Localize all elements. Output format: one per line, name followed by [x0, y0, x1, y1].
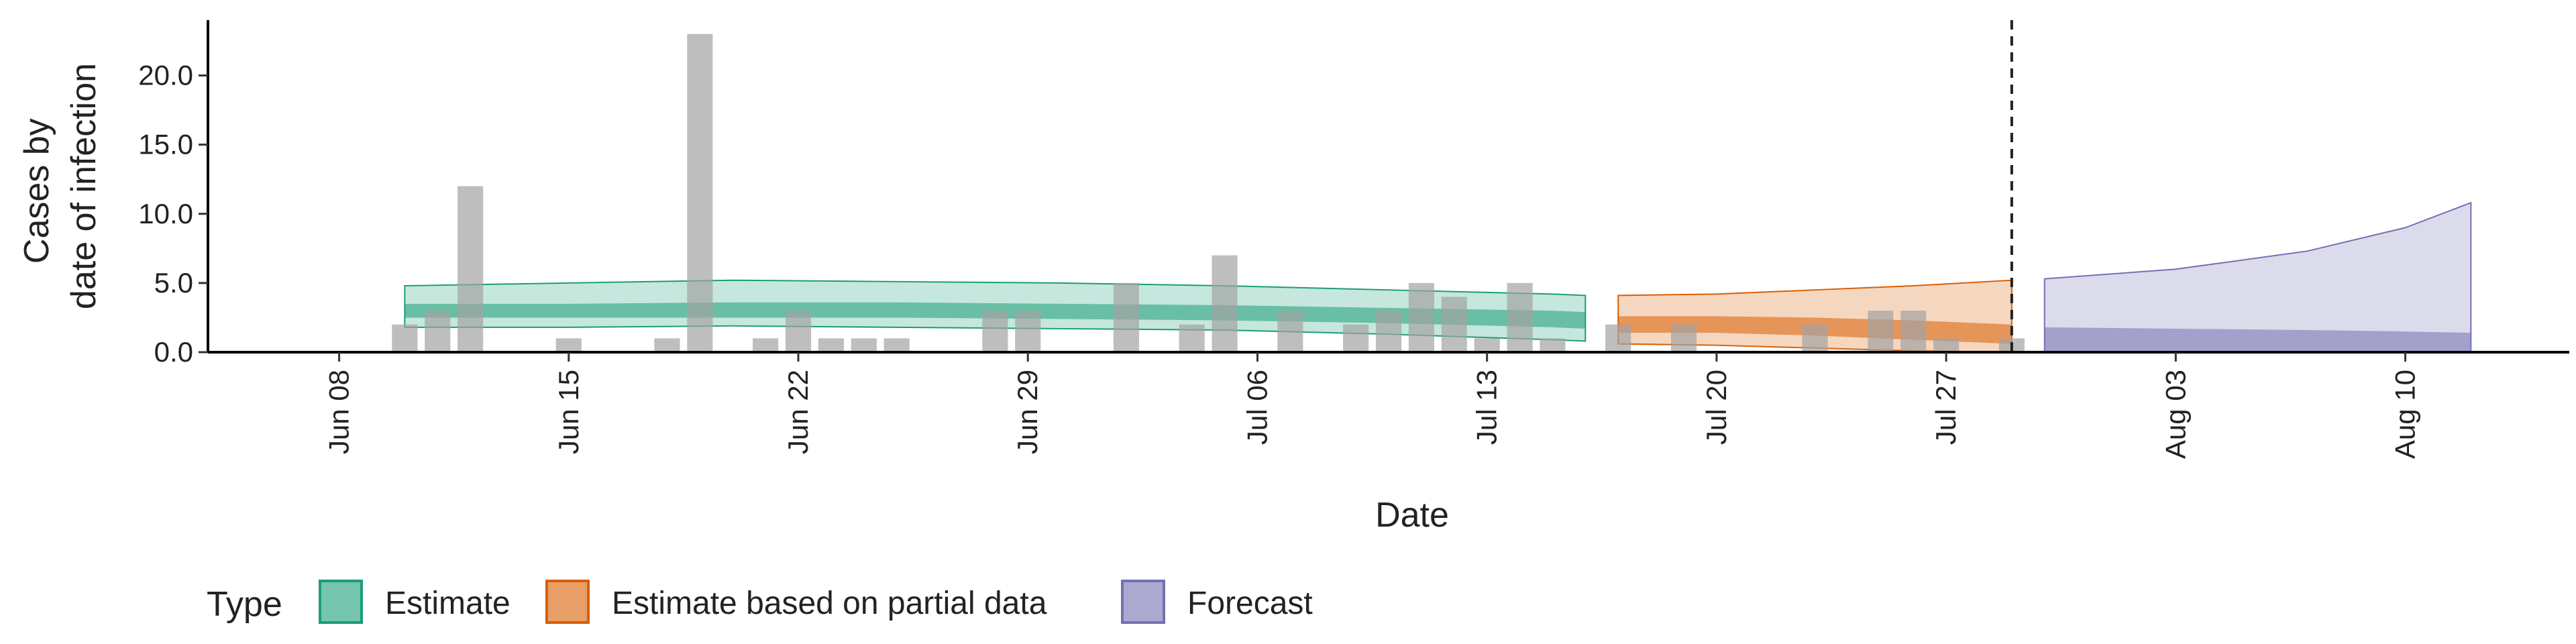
- legend: Type Estimate Estimate based on partial d…: [207, 580, 1313, 624]
- case-bar: [654, 338, 680, 351]
- case-bar: [851, 338, 877, 351]
- case-bar: [1868, 311, 1894, 351]
- case-bars: [392, 34, 2025, 351]
- y-axis-label-line-1: Cases by: [17, 118, 56, 264]
- x-tick-label: Jul 20: [1701, 370, 1732, 445]
- band-50-series-2: [2044, 327, 2471, 352]
- y-tick-label: 5.0: [154, 267, 193, 299]
- case-bar: [818, 338, 844, 351]
- x-tick-label: Jun 22: [782, 370, 814, 454]
- case-bar: [1375, 311, 1402, 351]
- legend-swatch: [1121, 580, 1165, 624]
- uncertainty-bands: [404, 201, 2472, 354]
- legend-label: Estimate based on partial data: [612, 586, 1047, 621]
- case-bar: [1900, 311, 1927, 351]
- y-tick-label: 15.0: [138, 129, 193, 160]
- plot-area: 0.05.010.015.020.0 Jun 08 Jun 15 Jun 22 Jun…: [138, 20, 2569, 459]
- legend-swatch: [545, 580, 590, 624]
- x-tick-label: Jul 13: [1471, 370, 1503, 445]
- case-bar: [1441, 297, 1467, 351]
- case-bar: [555, 338, 582, 351]
- case-bar: [1408, 282, 1434, 351]
- legend-label: Forecast: [1187, 586, 1313, 621]
- legend-items: Estimate Estimate based on partial data Fo…: [319, 580, 1313, 624]
- case-bar: [1277, 311, 1303, 351]
- y-tick-label: 0.0: [154, 336, 193, 368]
- x-tick-label: Aug 10: [2390, 370, 2421, 459]
- case-bar: [753, 338, 779, 351]
- case-bar: [1605, 324, 1631, 351]
- y-tick-label: 10.0: [138, 198, 193, 229]
- legend-label: Estimate: [385, 586, 511, 621]
- y-axis-label: Cases by date of infection: [17, 63, 103, 309]
- case-bar: [1343, 324, 1369, 351]
- x-tick-label: Jul 06: [1241, 370, 1273, 445]
- case-bar: [425, 311, 451, 351]
- y-tick-label: 20.0: [138, 60, 193, 91]
- case-bar: [1474, 338, 1500, 351]
- case-bar: [1507, 282, 1533, 351]
- x-tick-label: Jun 08: [323, 370, 355, 454]
- x-tick-label: Jun 29: [1012, 370, 1043, 454]
- case-bar: [1670, 324, 1697, 351]
- case-bar: [1933, 338, 1960, 351]
- x-axis-label: Date: [1375, 496, 1449, 535]
- legend-title: Type: [207, 585, 282, 624]
- x-tick-label: Aug 03: [2159, 370, 2191, 459]
- case-bar: [392, 324, 418, 351]
- x-axis-ticks: Jun 08 Jun 15 Jun 22 Jun 29 Jul 06 Jul 13 Jul …: [323, 352, 2421, 459]
- case-bar: [1113, 282, 1139, 351]
- case-bar: [1802, 324, 1828, 351]
- case-bar: [1212, 255, 1238, 351]
- case-bar: [687, 34, 713, 351]
- x-tick-label: Jun 15: [553, 370, 584, 454]
- case-bar: [1540, 338, 1566, 351]
- case-bar: [1179, 324, 1205, 351]
- case-bar: [1015, 311, 1041, 351]
- case-bar: [883, 338, 910, 351]
- case-bar: [458, 186, 484, 351]
- case-bar: [785, 311, 812, 351]
- y-axis-ticks: 0.0 5.0 10.0 15.0 20.0: [138, 60, 208, 368]
- legend-swatch: [319, 580, 363, 624]
- case-bar: [982, 311, 1008, 351]
- x-tick-label: Jul 27: [1930, 370, 1962, 445]
- y-axis-label-line-2: date of infection: [64, 63, 103, 309]
